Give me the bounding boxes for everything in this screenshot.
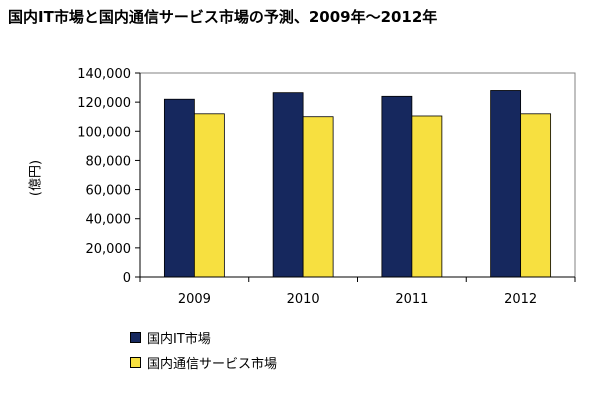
legend-item-telecom: 国内通信サービス市場 xyxy=(130,351,277,373)
legend-item-it: 国内IT市場 xyxy=(130,326,277,348)
y-tick-label: 100,000 xyxy=(77,125,131,140)
legend: 国内IT市場 国内通信サービス市場 xyxy=(130,326,277,376)
x-tick-label: 2010 xyxy=(287,292,320,307)
x-tick-label: 2011 xyxy=(395,292,428,307)
y-tick-label: 140,000 xyxy=(77,67,131,82)
bar-it-2011 xyxy=(381,95,413,278)
y-tick-label: 80,000 xyxy=(86,154,132,169)
legend-label-telecom: 国内通信サービス市場 xyxy=(147,356,278,372)
y-tick-label: 0 xyxy=(123,271,131,286)
x-tick-label: 2012 xyxy=(504,292,537,307)
bar-it-2010 xyxy=(272,92,304,278)
y-tick-label: 60,000 xyxy=(86,184,132,199)
legend-swatch-it xyxy=(130,331,141,343)
y-tick-label: 120,000 xyxy=(77,96,131,111)
legend-swatch-telecom xyxy=(130,356,141,368)
bar-telecom-2010 xyxy=(302,116,334,278)
legend-label-it: 国内IT市場 xyxy=(147,331,211,347)
bar-telecom-2012 xyxy=(520,113,552,278)
bar-telecom-2009 xyxy=(193,113,225,278)
bar-it-2009 xyxy=(163,98,195,278)
y-tick-label: 40,000 xyxy=(86,213,132,228)
bar-telecom-2011 xyxy=(411,115,443,278)
bar-it-2012 xyxy=(490,90,522,278)
x-tick-label: 2009 xyxy=(178,292,211,307)
y-tick-label: 20,000 xyxy=(86,242,132,257)
chart-title: 国内IT市場と国内通信サービス市場の予測、2009年～2012年 xyxy=(8,8,438,26)
